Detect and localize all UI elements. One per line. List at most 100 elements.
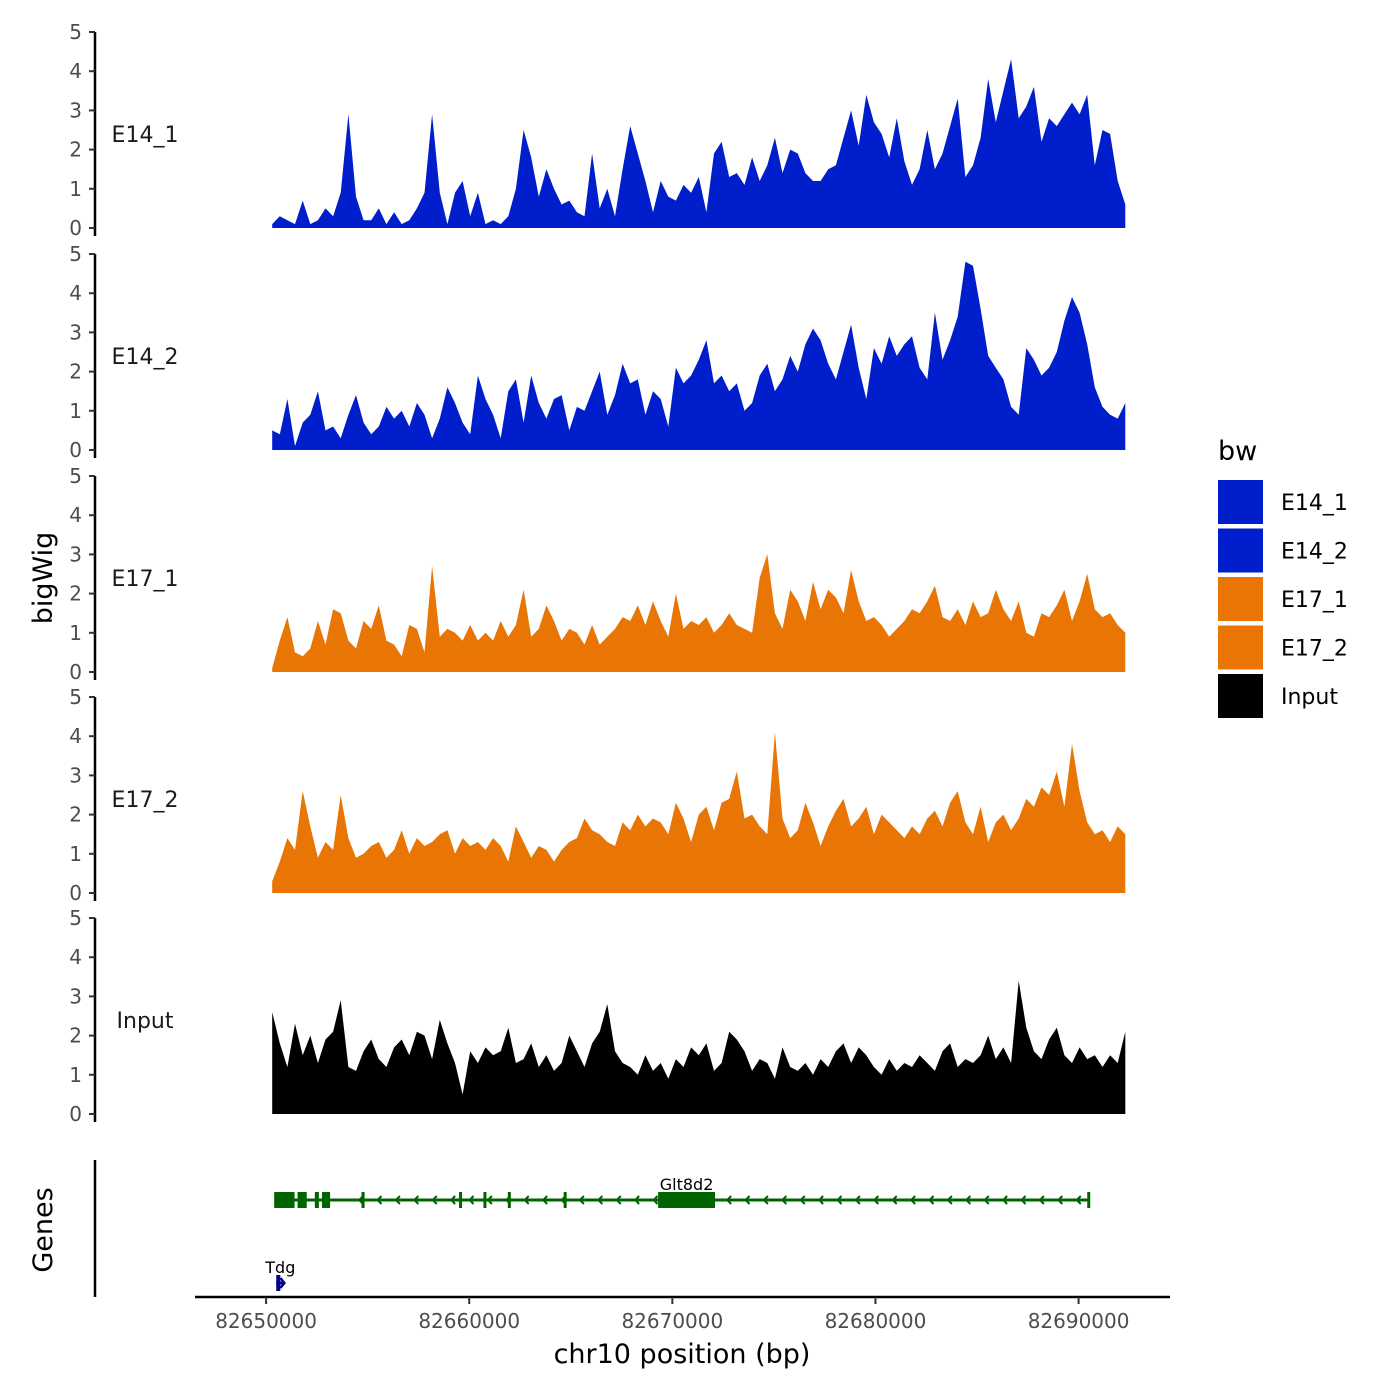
- strand-arrow: [983, 1195, 990, 1205]
- strand-arrow: [541, 1195, 548, 1205]
- strand-arrow: [1001, 1195, 1008, 1205]
- y-tick-label: 5: [69, 464, 82, 488]
- coverage-area: [272, 732, 1126, 893]
- y-tick-label: 2: [69, 138, 82, 162]
- strand-arrow: [486, 1195, 493, 1205]
- strand-arrow: [1020, 1195, 1027, 1205]
- strand-arrow: [817, 1195, 824, 1205]
- y-tick-label: 4: [69, 59, 82, 83]
- y-tick-label: 0: [69, 216, 82, 240]
- strand-arrow: [357, 1195, 364, 1205]
- gene-track: Glt8d2 Tdg: [93, 1160, 1091, 1297]
- x-tick-label: 82650000: [215, 1309, 317, 1333]
- strand-arrow: [799, 1195, 806, 1205]
- y-tick-label: 0: [69, 1102, 82, 1126]
- strand-arrow: [523, 1195, 530, 1205]
- y-tick-label: 2: [69, 803, 82, 827]
- x-axis-title: chr10 position (bp): [554, 1339, 811, 1370]
- y-tick-label: 1: [69, 1063, 82, 1087]
- track-label: E14_2: [112, 345, 179, 370]
- exon: [658, 1192, 715, 1208]
- exon: [297, 1192, 307, 1208]
- y-tick-label: 2: [69, 582, 82, 606]
- track-E17_2: 0 1 2 3 4 5 E17_2: [69, 685, 1126, 905]
- strand-arrow: [707, 1195, 714, 1205]
- gene-label: Glt8d2: [660, 1175, 714, 1194]
- y-tick-label: 3: [69, 320, 82, 344]
- y-tick-label: 3: [69, 763, 82, 787]
- strand-arrow: [744, 1195, 751, 1205]
- x-tick-label: 82680000: [825, 1309, 927, 1333]
- legend-key-e14_2: [1218, 528, 1263, 573]
- strand-arrow: [431, 1195, 438, 1205]
- track-E14_2: 0 1 2 3 4 5 E14_2: [69, 242, 1126, 462]
- strand-arrow: [946, 1195, 953, 1205]
- y-tick-label: 5: [69, 906, 82, 930]
- strand-arrow: [578, 1195, 585, 1205]
- exon: [361, 1192, 365, 1208]
- strand-arrow: [394, 1195, 401, 1205]
- strand-arrow: [928, 1195, 935, 1205]
- strand-arrow: [780, 1195, 788, 1205]
- y-tick-label: 5: [69, 20, 82, 44]
- legend-key-e14_1: [1218, 480, 1263, 524]
- y-tick-label: 4: [69, 724, 82, 748]
- y-tick-label: 2: [69, 1024, 82, 1048]
- gene-glt8d2: Glt8d2: [274, 1175, 1091, 1208]
- strand-arrow: [836, 1195, 843, 1205]
- strand-arrow: [762, 1195, 769, 1205]
- y-tick-label: 5: [69, 242, 82, 266]
- strand-arrow: [376, 1195, 383, 1205]
- exon: [459, 1192, 463, 1208]
- legend-label: Input: [1281, 685, 1338, 710]
- strand-arrow: [854, 1195, 861, 1205]
- x-tick-label: 82670000: [621, 1309, 723, 1333]
- strand-arrow: [449, 1195, 456, 1205]
- track-E17_1: 0 1 2 3 4 5 E17_1: [69, 464, 1126, 684]
- y-tick-label: 1: [69, 621, 82, 645]
- exon: [274, 1192, 295, 1208]
- strand-arrow: [688, 1195, 696, 1205]
- y-tick-label: 0: [69, 438, 82, 462]
- strand-arrow: [1038, 1195, 1045, 1205]
- legend-key-e17_2: [1218, 625, 1263, 670]
- coverage-area: [272, 59, 1126, 229]
- legend-label: E14_2: [1281, 540, 1348, 565]
- y-tick-label: 3: [69, 542, 82, 566]
- legend-title: bw: [1218, 436, 1257, 467]
- legend-label: E17_1: [1281, 588, 1348, 613]
- strand-arrow: [891, 1195, 898, 1205]
- strand-arrow: [652, 1195, 659, 1205]
- x-axis: 82650000 82660000 82670000 82680000 82690000: [195, 1295, 1170, 1333]
- exon: [321, 1192, 331, 1208]
- y-tick-label: 0: [69, 881, 82, 905]
- coverage-area: [272, 261, 1126, 450]
- strand-arrow: [872, 1195, 880, 1205]
- strand-arrow: [504, 1195, 512, 1205]
- strand-arrow: [560, 1195, 567, 1205]
- strand-arrow: [412, 1195, 420, 1205]
- y-tick-label: 3: [69, 98, 82, 122]
- y-tick-label: 4: [69, 503, 82, 527]
- legend-label: E14_1: [1281, 491, 1348, 516]
- genes-axis-title: Genes: [28, 1187, 59, 1272]
- strand-arrow: [615, 1195, 622, 1205]
- strand-arrow: [725, 1195, 732, 1205]
- strand-arrow: [1056, 1195, 1064, 1205]
- y-axis-title: bigWig: [28, 532, 59, 625]
- legend-key-e17_1: [1218, 577, 1263, 621]
- strand-arrow: [909, 1195, 916, 1205]
- coverage-area: [272, 554, 1126, 672]
- coverage-tracks: 0 1 2 3 4 5 E14_1 0 1 2 3 4 5 E14_2 0 1 2 3 4 5 E17_1 0 1 2 3 4 5 E…: [69, 20, 1126, 1126]
- exon: [507, 1192, 511, 1208]
- gene-tdg: Tdg: [264, 1258, 295, 1291]
- coverage-area: [272, 980, 1126, 1114]
- x-tick-label: 82690000: [1028, 1309, 1130, 1333]
- track-label: E14_1: [112, 123, 179, 148]
- y-tick-label: 1: [69, 177, 82, 201]
- exon: [276, 1275, 281, 1291]
- exon: [314, 1192, 319, 1208]
- y-tick-label: 3: [69, 984, 82, 1008]
- y-tick-label: 2: [69, 360, 82, 384]
